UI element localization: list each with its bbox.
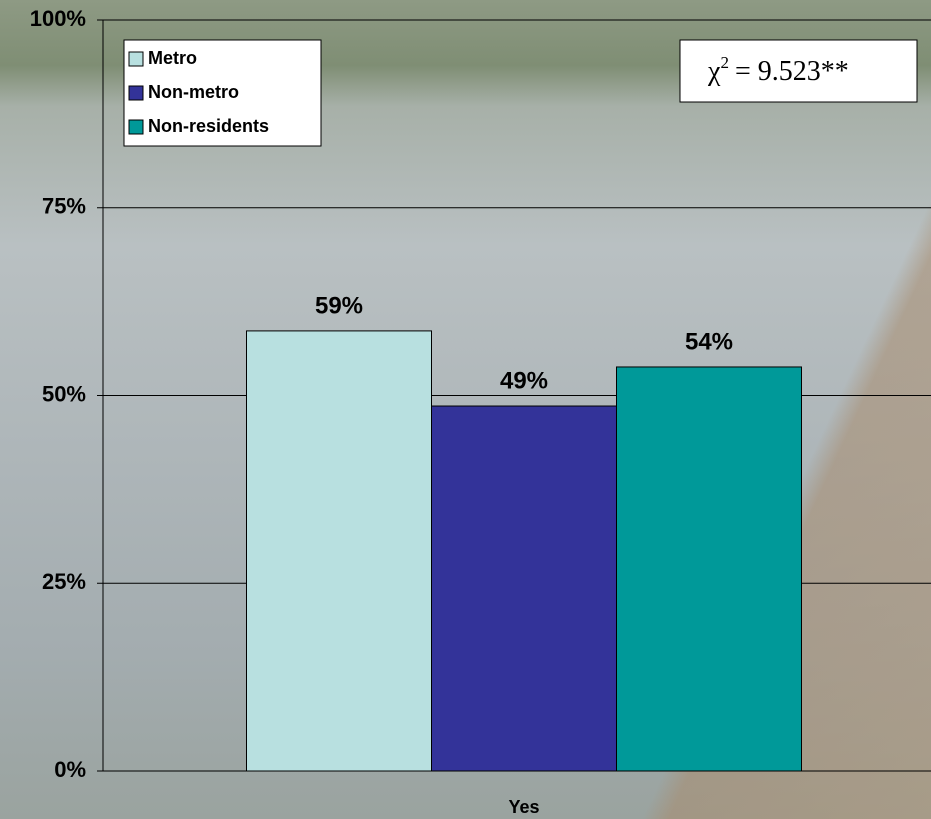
legend-swatch [128,85,144,101]
x-tick-label: Yes [508,797,539,817]
y-tick-label: 100% [30,6,86,31]
value-label: 49% [500,367,548,394]
annotation: χ2 = 9.523** [707,53,849,88]
annotation-box [679,39,918,103]
y-tick-label: 50% [42,381,86,406]
value-label: 54% [685,328,733,355]
y-tick-label: 25% [42,569,86,594]
value-label: 59% [315,292,363,319]
y-tick-label: 75% [42,194,86,219]
y-tick-label: 0% [54,757,86,782]
annotation-superscript: 2 [720,53,729,72]
legend-box [123,39,322,147]
annotation-text: = 9.523** [735,56,849,87]
bar [431,405,617,772]
legend-label: Metro [148,48,197,68]
legend-label: Non-metro [148,82,239,102]
annotation-symbol: χ [707,56,721,87]
legend-swatch [128,51,144,67]
bar [246,330,432,772]
legend-swatch [128,119,144,135]
bar [616,366,802,772]
legend-label: Non-residents [148,116,269,136]
